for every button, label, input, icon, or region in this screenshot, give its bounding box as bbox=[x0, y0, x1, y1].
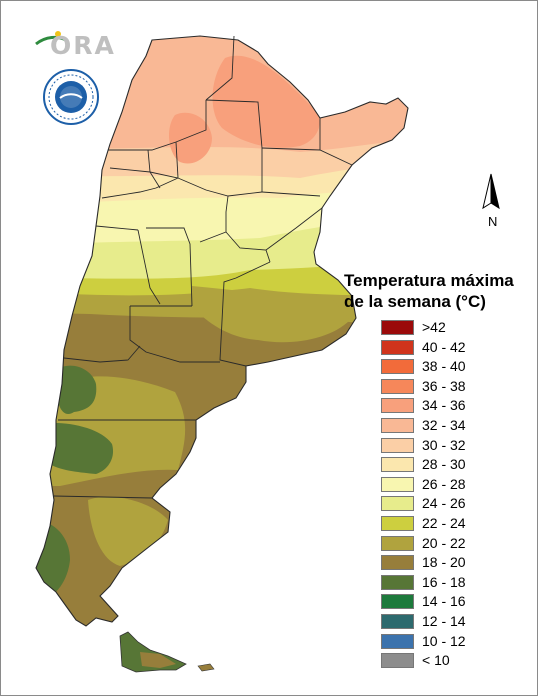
legend-label: 10 - 12 bbox=[422, 632, 466, 649]
legend-label: 40 - 42 bbox=[422, 338, 466, 355]
legend-swatch bbox=[381, 339, 414, 355]
north-arrow-graphic bbox=[482, 173, 500, 210]
legend-item: 18 - 20 bbox=[381, 553, 531, 573]
legend-swatch bbox=[381, 555, 414, 571]
legend-label: 36 - 38 bbox=[422, 377, 466, 394]
legend-item: 40 - 42 bbox=[381, 338, 531, 358]
legend-swatch bbox=[381, 594, 414, 610]
legend-swatch bbox=[381, 378, 414, 394]
legend-item: 30 - 32 bbox=[381, 436, 531, 456]
legend-swatch bbox=[381, 476, 414, 492]
legend-label: >42 bbox=[422, 319, 446, 335]
legend-swatch bbox=[381, 457, 414, 473]
legend-swatch bbox=[381, 535, 414, 551]
legend-item: 26 - 28 bbox=[381, 475, 531, 495]
legend-label: 22 - 24 bbox=[422, 515, 466, 531]
legend-swatch bbox=[381, 633, 414, 649]
legend-label: 14 - 16 bbox=[422, 593, 466, 610]
legend-label: 24 - 26 bbox=[422, 495, 466, 512]
legend-item: 36 - 38 bbox=[381, 377, 531, 397]
legend-swatch bbox=[381, 398, 414, 414]
legend-item: 34 - 36 bbox=[381, 396, 531, 416]
legend-swatch bbox=[381, 320, 414, 335]
legend-label: 34 - 36 bbox=[422, 397, 466, 414]
legend-label: 18 - 20 bbox=[422, 554, 466, 571]
legend-item: 14 - 16 bbox=[381, 592, 531, 612]
legend-item: 38 - 40 bbox=[381, 357, 531, 377]
legend-label: < 10 bbox=[422, 652, 450, 669]
legend-item: 24 - 26 bbox=[381, 494, 531, 514]
legend-item: >42 bbox=[381, 318, 531, 338]
legend-swatch bbox=[381, 516, 414, 531]
ora-logo bbox=[32, 26, 112, 65]
legend-label: 12 - 14 bbox=[422, 613, 466, 629]
legend-swatch bbox=[381, 418, 414, 433]
legend-item: 22 - 24 bbox=[381, 514, 531, 534]
legend-label: 30 - 32 bbox=[422, 436, 466, 453]
logo-text: ORA bbox=[50, 31, 116, 60]
legend-swatch bbox=[381, 437, 414, 453]
legend-item: 10 - 12 bbox=[381, 632, 531, 652]
legend-title: Temperatura máxima de la semana (°C) bbox=[344, 270, 534, 312]
legend-label: 26 - 28 bbox=[422, 475, 466, 492]
legend-item: < 10 bbox=[381, 651, 531, 671]
legend-swatch bbox=[381, 614, 414, 629]
legend-title-line-1: Temperatura máxima bbox=[344, 271, 514, 290]
tierra-del-fuego-region bbox=[119, 631, 215, 673]
legend-item: 16 - 18 bbox=[381, 573, 531, 593]
north-label: N bbox=[488, 214, 498, 229]
legend-label: 38 - 40 bbox=[422, 358, 466, 375]
legend-label: 16 - 18 bbox=[422, 573, 466, 590]
legend-swatch bbox=[381, 574, 414, 590]
legend-item: 12 - 14 bbox=[381, 612, 531, 632]
logo-swoosh-icon bbox=[35, 31, 67, 46]
legend-swatch bbox=[381, 653, 414, 669]
legend-item: 28 - 30 bbox=[381, 455, 531, 475]
legend-label: 20 - 22 bbox=[422, 534, 466, 551]
legend-label: 28 - 30 bbox=[422, 456, 466, 473]
legend-title-line-2: de la semana (°C) bbox=[344, 292, 486, 311]
province-boundaries bbox=[35, 35, 409, 627]
legend-item: 20 - 22 bbox=[381, 534, 531, 554]
smn-seal-icon bbox=[42, 68, 100, 131]
legend-swatch bbox=[381, 359, 414, 375]
legend-item: 32 - 34 bbox=[381, 416, 531, 436]
legend-label: 32 - 34 bbox=[422, 417, 466, 433]
legend-swatch bbox=[381, 496, 414, 512]
